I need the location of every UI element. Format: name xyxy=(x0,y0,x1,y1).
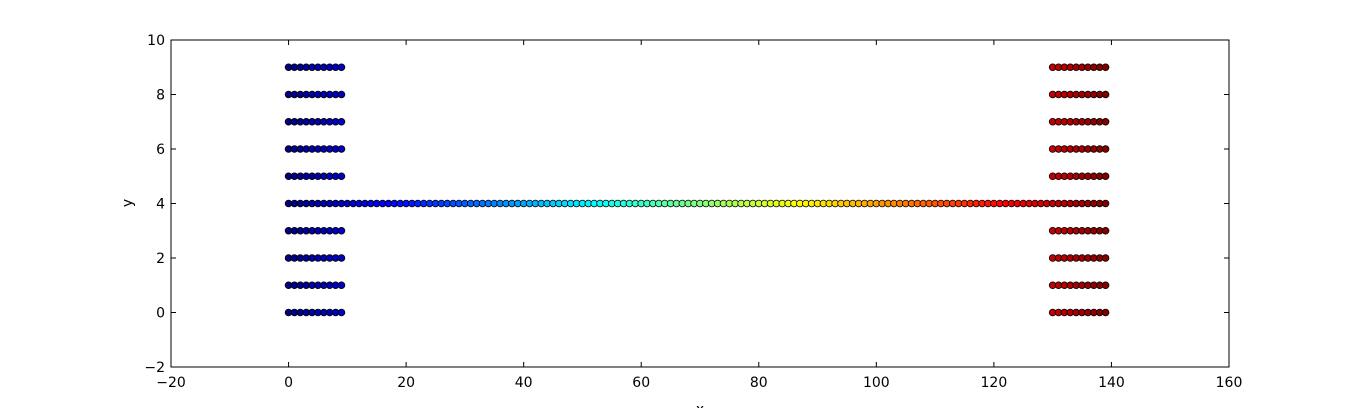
x-tick-label: 40 xyxy=(515,375,533,391)
point xyxy=(1101,145,1110,153)
point xyxy=(1101,172,1110,181)
x-tick-label: 0 xyxy=(284,375,293,391)
point xyxy=(337,254,346,262)
x-tick-label: 140 xyxy=(1098,375,1125,391)
point xyxy=(337,145,346,153)
point xyxy=(337,172,346,181)
y-tick-label: 6 xyxy=(156,142,165,158)
y-tick-label: 10 xyxy=(147,33,165,49)
y-tick-label: −2 xyxy=(144,360,165,376)
point xyxy=(1101,90,1110,99)
x-tick-label: 120 xyxy=(981,375,1008,391)
x-tick-label: 160 xyxy=(1216,375,1243,391)
point xyxy=(337,281,346,290)
x-tick-label: −20 xyxy=(156,375,186,391)
point xyxy=(337,63,346,72)
point xyxy=(1101,226,1110,235)
point xyxy=(1101,308,1110,317)
y-tick-label: 0 xyxy=(156,306,165,322)
point xyxy=(337,308,346,317)
x-tick-label: 60 xyxy=(632,375,650,391)
x-tick-label: 20 xyxy=(397,375,415,391)
point xyxy=(337,117,346,126)
point xyxy=(1101,254,1110,262)
y-tick-label: 2 xyxy=(156,251,165,267)
x-tick-label: 80 xyxy=(750,375,768,391)
point xyxy=(1101,199,1110,208)
point xyxy=(337,226,346,235)
point xyxy=(1101,281,1110,290)
x-tick-label: 100 xyxy=(863,375,890,391)
y-tick-label: 4 xyxy=(156,197,165,213)
point xyxy=(337,90,346,99)
y-tick-label: 8 xyxy=(156,88,165,104)
point xyxy=(1101,63,1110,72)
point xyxy=(1101,117,1110,126)
y-axis-label: y xyxy=(120,199,136,207)
x-axis-label: x xyxy=(696,402,704,408)
